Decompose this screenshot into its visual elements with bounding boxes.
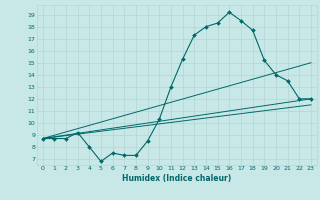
X-axis label: Humidex (Indice chaleur): Humidex (Indice chaleur) (122, 174, 231, 183)
